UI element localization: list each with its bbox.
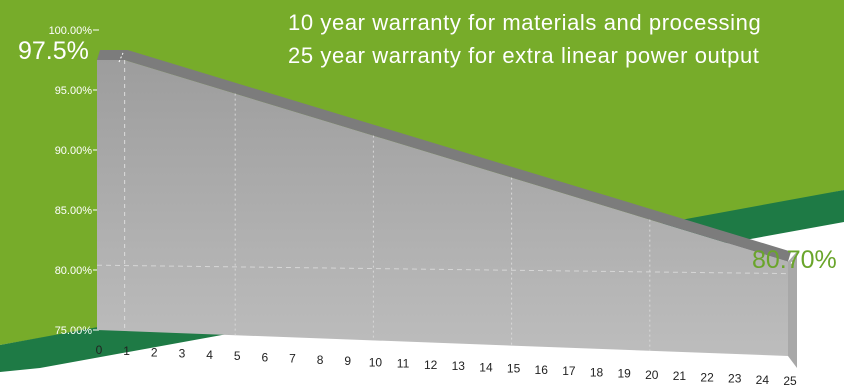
x-tick-label: 3 (179, 347, 186, 361)
x-tick-label: 20 (645, 368, 659, 382)
y-tick-label: 100.00% (49, 25, 93, 37)
x-tick-label: 25 (783, 374, 797, 388)
x-tick-label: 1 (123, 344, 130, 358)
warranty-power-text: 25 year warranty for extra linear power … (288, 43, 760, 68)
x-tick-label: 8 (317, 353, 324, 367)
y-tick-label: 75.00% (55, 325, 93, 337)
block-front-face (97, 60, 788, 356)
start-point-marker (118, 52, 124, 63)
degradation-block (96, 50, 798, 368)
x-tick-label: 15 (507, 362, 521, 376)
x-tick-label: 22 (700, 370, 714, 384)
y-tick-label: 80.00% (55, 265, 93, 277)
end-value-guide-line (96, 264, 789, 275)
block-side-face (788, 251, 797, 368)
x-tick-label: 14 (479, 360, 493, 374)
x-tick-label: 23 (728, 372, 742, 386)
x-tick-label: 19 (617, 367, 631, 381)
y-tick-label: 90.00% (55, 145, 93, 157)
x-tick-label: 0 (96, 343, 103, 357)
x-tick-label: 11 (397, 357, 410, 371)
x-axis: 0 1 2 3 4 5 6 7 8 9 10 11 12 13 14 15 16 17 18 19 20 21 22 23 24… (96, 343, 797, 388)
start-value-callout: 97.5% (18, 37, 89, 65)
x-tick-label: 24 (756, 373, 770, 387)
x-tick-label: 7 (289, 352, 296, 366)
x-tick-label: 10 (369, 355, 383, 369)
x-tick-label: 21 (673, 369, 687, 383)
end-point-marker (790, 253, 798, 264)
block-top-face (97, 50, 791, 262)
x-tick-label: 6 (261, 350, 268, 364)
x-tick-label: 18 (590, 365, 604, 379)
x-tick-label: 16 (535, 363, 549, 377)
x-tick-label: 2 (151, 345, 158, 359)
x-tick-label: 13 (452, 359, 466, 373)
x-tick-label: 17 (562, 364, 576, 378)
x-tick-label: 4 (206, 348, 213, 362)
x-tick-label: 9 (344, 354, 351, 368)
y-axis: 75.00% 80.00% 85.00% 90.00% 95.00% 100.00% (49, 25, 99, 337)
end-value-callout: 80.70% (752, 246, 837, 274)
warranty-materials-text: 10 year warranty for materials and proce… (288, 10, 762, 35)
x-tick-label: 5 (234, 349, 241, 363)
y-tick-label: 95.00% (55, 85, 93, 97)
x-tick-label: 12 (424, 358, 438, 372)
y-tick-label: 85.00% (55, 205, 93, 217)
